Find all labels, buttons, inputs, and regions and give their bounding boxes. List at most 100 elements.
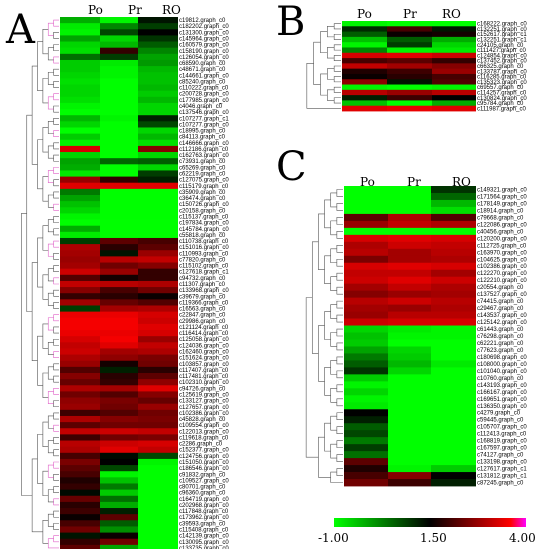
heatmap-cell-a-69-1 [100,440,138,448]
row-label: c18995.graph_c0 [179,129,226,135]
heatmap-cell-c-25-2 [431,360,476,368]
row-label: c110993.graph_c0 [179,251,229,257]
row-label: c79668.graph_c0 [477,215,524,221]
row-label: c125058.graph_c0 [179,337,229,343]
heatmap-cell-a-74-0 [60,471,100,478]
heatmap-cell-a-4-2 [138,41,178,49]
heatmap-cell-c-34-2 [431,423,476,431]
dendrogram-branch [47,145,54,159]
heatmap-cell-c-18-0 [344,311,388,319]
heatmap-cell-a-18-2 [138,127,178,135]
row-label: c108000.graph_c0 [477,362,527,368]
dendrogram-branch [47,342,54,355]
dendrogram-branch [53,388,59,395]
heatmap-cell-a-75-0 [60,477,100,484]
row-label: c121124.graph_c0 [179,325,229,331]
heatmap-cell-a-57-2 [138,366,178,374]
heatmap-cell-b-12-1 [387,84,432,91]
heatmap-cell-c-0-1 [388,186,431,194]
heatmap-cell-a-71-2 [138,452,178,460]
heatmap-cell-a-68-2 [138,434,178,441]
dendrogram-branch [336,384,343,393]
heatmap-cell-a-53-0 [60,342,100,349]
heatmap-cell-a-48-1 [100,311,138,319]
row-label: c122270.graph_c0 [477,271,527,277]
heatmap-cell-a-82-2 [138,520,178,527]
heatmap-cell-a-38-1 [100,250,138,257]
heatmap-cell-a-63-0 [60,403,100,411]
dendrogram-branch [47,317,54,331]
heatmap-cell-c-10-1 [388,255,431,264]
row-label: c130824.graph_c0 [477,96,527,102]
heatmap-cell-c-18-2 [431,311,476,319]
row-label: c114257.graph_c0 [477,90,527,96]
heatmap-cell-b-7-1 [387,58,432,64]
row-label: c55818.graph_c0 [179,233,226,239]
heatmap-cell-a-4-0 [60,41,100,49]
heatmap-cell-a-9-1 [100,72,138,79]
row-label: c109527.graph_c0 [179,478,229,484]
col-header-po-c: Po [360,175,375,189]
row-label: c180698.graph_c0 [477,355,527,361]
heatmap-cell-a-64-2 [138,409,178,417]
heatmap-cell-c-42-0 [344,479,388,487]
heatmap-cell-a-15-1 [100,109,138,116]
dendrogram-branch [333,55,341,62]
heatmap-cell-a-34-1 [100,225,138,233]
heatmap-cell-c-1-1 [388,192,431,201]
heatmap-cell-a-77-1 [100,489,138,497]
dendrogram-branch [336,217,343,225]
row-label: c200728.graph_c0 [179,92,229,98]
row-label: c29986.graph_c0 [179,319,226,325]
heatmap-cell-b-14-2 [432,95,476,101]
dendrogram-branch [53,179,59,187]
heatmap-cell-c-11-1 [388,262,431,271]
heatmap-cell-c-35-2 [431,430,476,438]
heatmap-cell-b-1-2 [432,26,476,32]
heatmap-cell-c-20-0 [344,325,388,333]
heatmap-cell-a-53-1 [100,342,138,349]
heatmap-panel-c: c149321.graph_c0c171564.graph_c0c178149.… [305,186,527,487]
heatmap-cell-a-75-1 [100,477,138,484]
dendrogram-branch [318,213,325,271]
heatmap-cell-a-69-2 [138,440,178,448]
heatmap-cell-a-15-2 [138,109,178,116]
dendrogram-branch [336,356,343,365]
row-label: c197834.graph_c0 [179,221,229,227]
row-label: c135323.graph_c0 [477,80,527,86]
heatmap-cell-a-3-1 [100,35,138,42]
row-label: c96360.graph_c0 [179,491,226,497]
heatmap-cell-a-41-1 [100,268,138,276]
row-label: c151050.graph_c0 [179,460,229,466]
dendrogram-branch [53,228,59,236]
heatmap-cell-a-45-1 [100,293,138,300]
row-label: c16563.graph_c0 [179,307,226,313]
row-label: c102386.graph_c0 [179,411,229,417]
heatmap-cell-a-20-0 [60,139,100,147]
heatmap-cell-a-29-0 [60,195,100,202]
heatmap-cell-a-14-2 [138,102,178,110]
row-label: c91832.graph_c0 [179,472,226,478]
heatmap-cell-a-78-0 [60,495,100,503]
heatmap-cell-a-2-1 [100,29,138,36]
heatmap-cell-b-16-0 [342,105,387,112]
heatmap-cell-a-42-2 [138,274,178,282]
heatmap-cell-c-8-1 [388,241,431,250]
heatmap-cell-c-19-0 [344,318,388,326]
heatmap-cell-a-50-1 [100,323,138,331]
heatmap-cell-a-60-1 [100,385,138,392]
heatmap-cell-c-5-0 [344,220,388,229]
row-label: c117848.graph_c0 [179,509,229,515]
heatmap-cell-a-40-0 [60,262,100,270]
heatmap-cell-a-50-0 [60,323,100,331]
row-label: c69557.graph_c0 [477,85,524,91]
dendrogram-branch [42,274,49,300]
dendrogram-branch [53,44,59,52]
heatmap-cell-a-45-0 [60,293,100,300]
heatmap-cell-a-13-2 [138,96,178,104]
panel-letter-b: B [276,0,306,45]
row-label: c29467.graph_c0 [477,306,524,312]
heatmap-cell-a-17-2 [138,121,178,128]
row-label: c137546.graph_c0 [179,110,229,116]
heatmap-cell-c-35-1 [388,430,431,438]
